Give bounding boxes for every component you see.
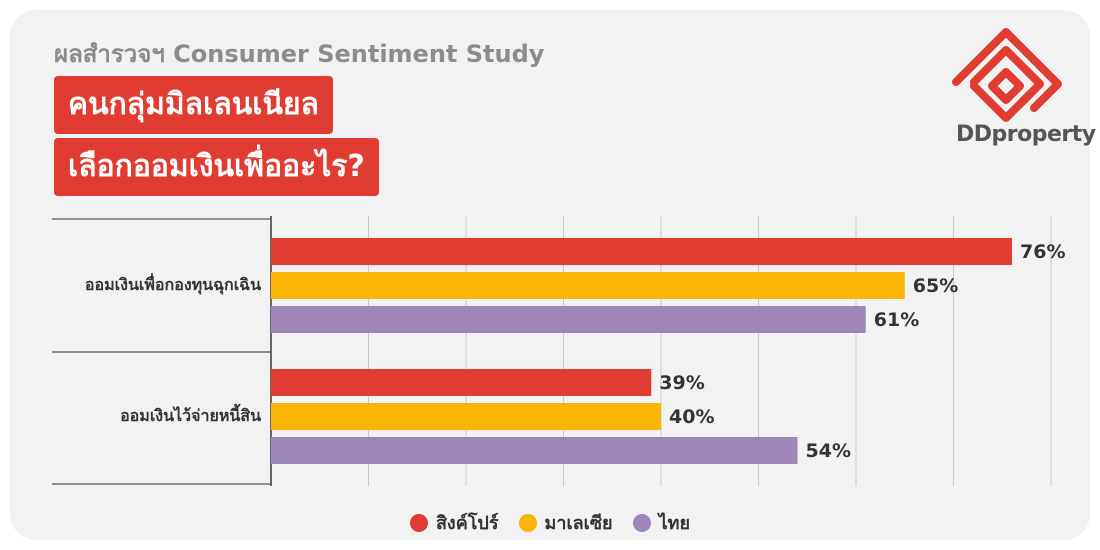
- legend-item-thailand: ไทย: [632, 508, 691, 537]
- bar: [271, 306, 866, 333]
- legend-swatch-thailand: [632, 513, 651, 532]
- bar: [271, 369, 652, 396]
- category-label: ออมเงินไว้จ่ายหนี้สิน: [120, 403, 261, 425]
- chart-title-line-2: เลือกออมเงินเพื่ออะไร?: [54, 138, 379, 196]
- data-label: 54%: [806, 440, 851, 462]
- logo-text: DDproperty: [956, 122, 1096, 147]
- legend-label-thailand: ไทย: [658, 513, 691, 534]
- legend-swatch-singapore: [409, 513, 428, 532]
- legend-swatch-malaysia: [518, 513, 537, 532]
- chart-title-line-1: คนกลุ่มมิลเลนเนียล: [54, 76, 333, 134]
- chart-subtitle: ผลสำรวจฯ Consumer Sentiment Study: [54, 40, 545, 68]
- legend-item-malaysia: มาเลเซีย: [518, 508, 613, 537]
- data-label: 76%: [1020, 241, 1065, 263]
- data-label: 61%: [874, 309, 919, 331]
- data-label: 39%: [659, 372, 704, 394]
- legend-item-singapore: สิงค์โปร์: [409, 508, 499, 537]
- chart-legend: สิงค์โปร์ มาเลเซีย ไทย: [0, 508, 1100, 537]
- bar: [271, 272, 905, 299]
- bar: [271, 403, 661, 430]
- data-label: 65%: [913, 275, 958, 297]
- category-label: ออมเงินเพื่อกองทุนฉุกเฉิน: [85, 273, 261, 295]
- ddproperty-logo-icon: [952, 28, 1062, 122]
- legend-label-singapore: สิงค์โปร์: [435, 513, 499, 534]
- legend-label-malaysia: มาเลเซีย: [544, 513, 613, 534]
- bar: [271, 238, 1012, 265]
- data-label: 40%: [669, 406, 714, 428]
- bar: [271, 437, 798, 464]
